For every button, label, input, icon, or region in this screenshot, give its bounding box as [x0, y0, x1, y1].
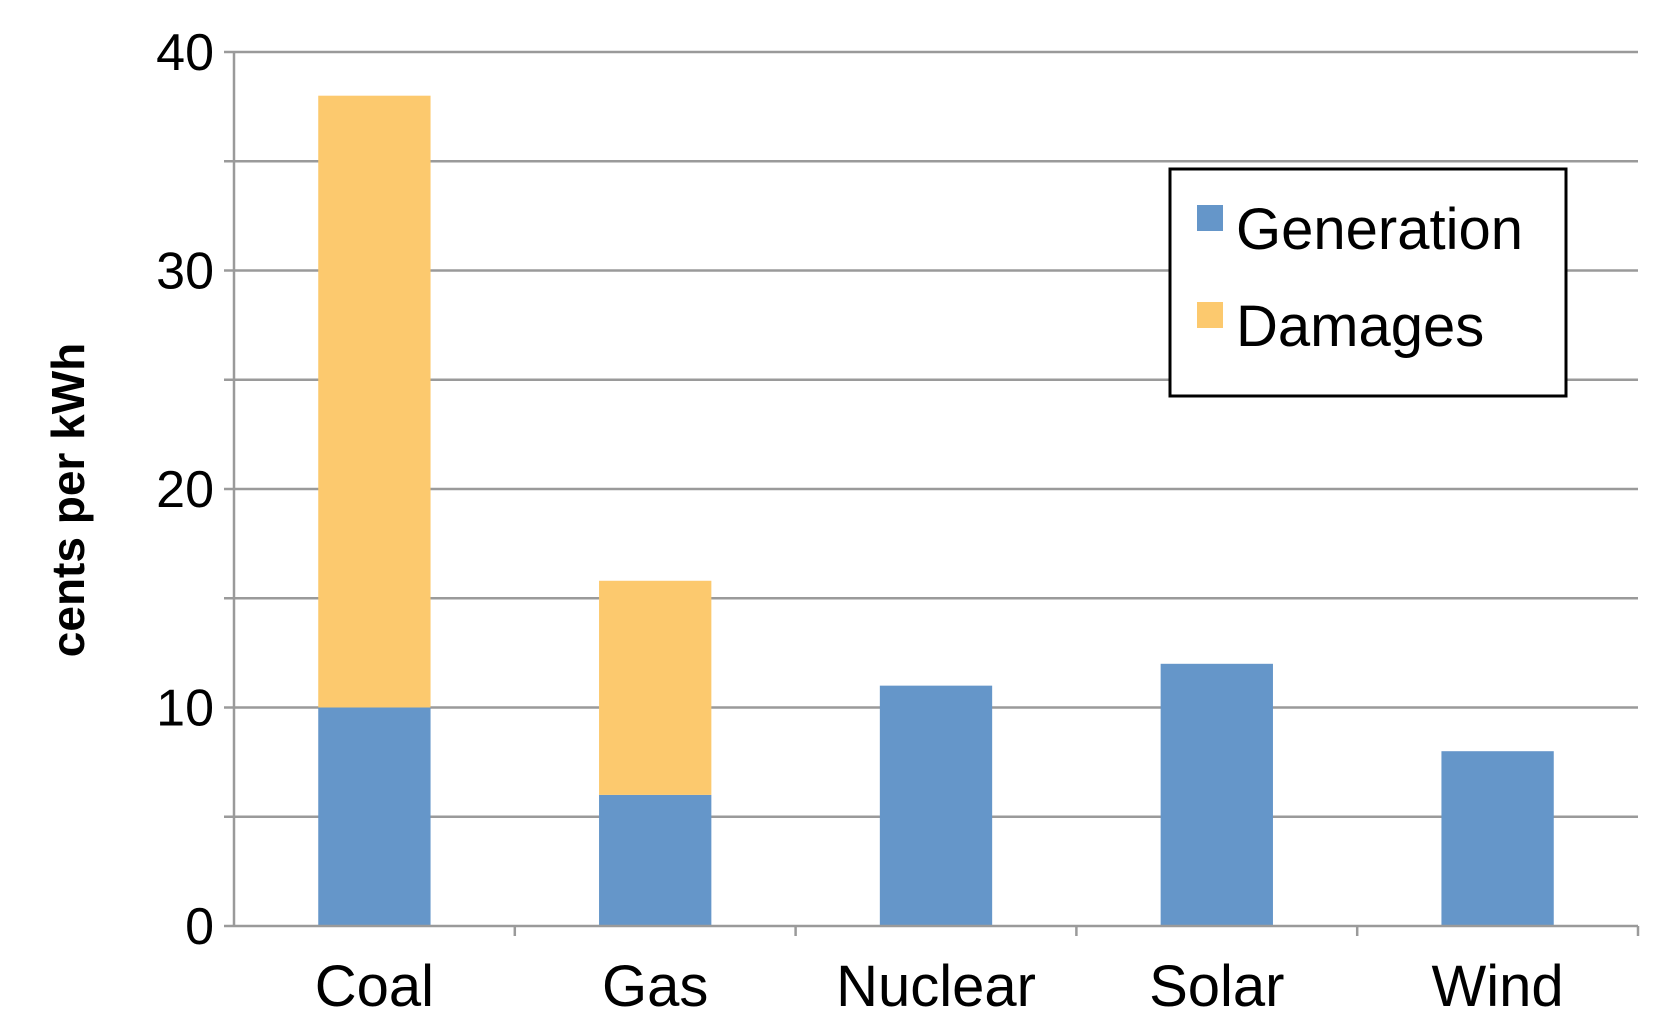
axes [224, 50, 1640, 936]
bar-generation-gas [599, 794, 712, 926]
y-tick-label: 0 [185, 898, 214, 956]
x-tick-label: Wind [1432, 954, 1564, 1019]
legend: Generation Damages [1168, 167, 1568, 398]
bar-damages-coal [318, 95, 431, 708]
tick-labels: 0 10 20 30 40 Coal Gas Nuclear Solar Wind [156, 24, 1564, 1019]
bars [318, 95, 1554, 926]
x-tick-label: Nuclear [836, 954, 1036, 1019]
y-tick-label: 40 [156, 24, 214, 82]
bar-damages-gas [599, 580, 712, 795]
legend-label-damages: Damages [1236, 294, 1484, 359]
bar-generation-wind [1441, 751, 1554, 926]
legend-swatch-generation [1197, 205, 1223, 231]
y-axis-title: cents per kWh [42, 343, 94, 657]
bar-generation-solar [1160, 663, 1273, 926]
y-tick-label: 30 [156, 243, 214, 301]
bar-generation-nuclear [879, 685, 993, 926]
gridlines [234, 50, 1638, 818]
y-tick-label: 20 [156, 461, 214, 519]
x-tick-label: Coal [315, 954, 434, 1019]
x-tick-label: Solar [1149, 954, 1284, 1019]
bar-generation-coal [318, 707, 431, 926]
x-tick-label: Gas [602, 954, 708, 1019]
legend-swatch-damages [1197, 302, 1223, 328]
legend-frame [1168, 167, 1568, 398]
y-tick-label: 10 [156, 680, 214, 738]
legend-label-generation: Generation [1236, 197, 1523, 262]
